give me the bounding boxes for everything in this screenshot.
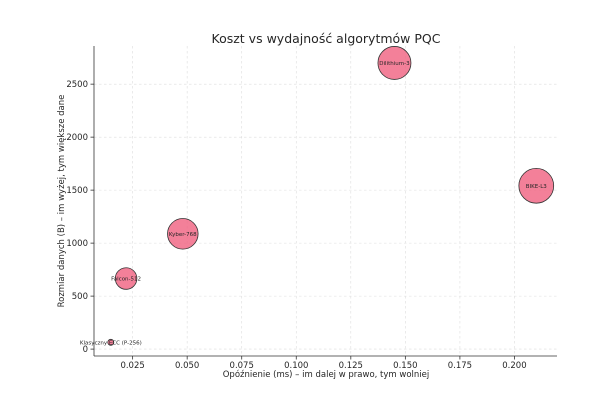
data-point-label: BIKE-L3 — [526, 184, 548, 190]
x-ticks: 0.025 0.050 0.075 0.100 0.125 0.150 0.175 0.200 — [120, 356, 527, 371]
data-point-label: Falcon-512 — [111, 277, 141, 283]
axes — [93, 46, 557, 357]
point-labels: Klasyczny ECC (P-256) Falcon-512 Kyber-768… — [80, 61, 547, 346]
data-point — [518, 167, 555, 204]
data-point-label: Kyber-768 — [169, 232, 197, 238]
data-point-label: Klasyczny ECC (P-256) — [80, 340, 142, 346]
chart-title: Koszt vs wydajność algorytmów PQC — [212, 31, 441, 46]
x-tick-label: 0.125 — [339, 361, 363, 371]
x-tick-label: 0.025 — [120, 361, 144, 371]
y-tick-label: 0 — [83, 345, 88, 355]
y-ticks: 0 500 1000 1500 2000 2500 — [66, 80, 94, 355]
y-tick-label: 2000 — [66, 133, 88, 143]
x-tick-label: 0.050 — [175, 361, 199, 371]
grid — [94, 46, 557, 356]
data-point — [114, 267, 138, 290]
x-tick-label: 0.175 — [448, 361, 472, 371]
bubbles — [107, 46, 555, 346]
data-point — [167, 218, 199, 250]
x-tick-label: 0.200 — [502, 361, 526, 371]
data-point — [377, 46, 412, 80]
x-tick-label: 0.100 — [284, 361, 308, 371]
data-point — [107, 338, 115, 346]
x-axis-label: Opóźnienie (ms) – im dalej w prawo, tym … — [223, 369, 430, 380]
y-tick-label: 1000 — [66, 239, 88, 249]
y-axis-label: Rozmiar danych (B) – im wyżej, tym więks… — [57, 95, 67, 308]
y-tick-label: 500 — [72, 292, 88, 302]
x-tick-label: 0.075 — [230, 361, 254, 371]
data-point-label: Dilithium-3 — [379, 61, 410, 67]
y-tick-label: 1500 — [66, 186, 88, 196]
x-tick-label: 0.150 — [393, 361, 417, 371]
y-tick-label: 2500 — [66, 80, 88, 90]
